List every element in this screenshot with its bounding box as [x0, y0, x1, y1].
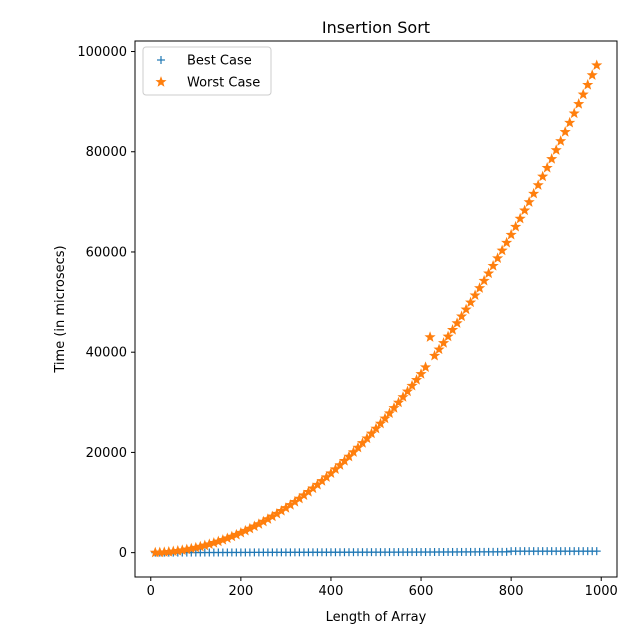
legend-marker: [157, 56, 165, 64]
worst-case-point: [478, 274, 490, 286]
legend-entry-best-case: Best Case: [157, 54, 252, 69]
x-tick-label: 0: [147, 584, 155, 599]
worst-case-point: [433, 343, 445, 355]
x-tick-label: 400: [319, 584, 344, 599]
best-case-point: [592, 547, 601, 556]
worst-case-point: [546, 153, 558, 164]
worst-case-point: [392, 396, 405, 408]
worst-case-point: [410, 374, 423, 385]
y-tick-label: 100000: [77, 45, 127, 60]
plot-frame: [134, 40, 618, 578]
worst-case-point: [559, 126, 571, 137]
worst-case-point: [573, 98, 585, 109]
legend: Best Case Worst Case: [142, 46, 272, 96]
worst-case-point: [541, 161, 553, 173]
worst-case-point: [483, 267, 495, 279]
y-axis-label: Time (in microsecs): [53, 245, 68, 373]
best-case-point: [502, 547, 511, 556]
worst-case-point: [487, 259, 499, 271]
worst-case-point: [447, 324, 459, 335]
legend-label: Best Case: [187, 54, 252, 69]
worst-case-point: [361, 432, 373, 444]
worst-case-point: [577, 88, 589, 100]
worst-case-point: [465, 296, 477, 308]
worst-case-point: [383, 407, 396, 419]
series-worst-case: [149, 59, 603, 558]
worst-case-point: [564, 116, 576, 128]
axis-layer: 0 200 400 600 800 1000 0 20000 40000 60000 80000 10…: [77, 45, 617, 599]
data-layer: [149, 59, 603, 558]
worst-case-point: [505, 228, 517, 240]
y-tick-label: 0: [119, 546, 127, 561]
worst-case-point: [582, 78, 594, 90]
worst-case-point: [456, 310, 468, 322]
worst-case-point: [550, 144, 562, 155]
x-tick-label: 600: [409, 584, 434, 599]
y-tick-label: 80000: [86, 145, 127, 160]
worst-case-point: [586, 69, 598, 80]
chart-title: Insertion Sort: [322, 18, 430, 37]
worst-case-point: [406, 379, 418, 391]
worst-case-point: [523, 196, 535, 207]
worst-case-point: [428, 349, 441, 361]
legend-label: Worst Case: [187, 76, 260, 91]
worst-case-point: [519, 204, 531, 216]
legend-entry-worst-case: Worst Case: [155, 76, 260, 91]
worst-case-point: [401, 385, 414, 397]
worst-case-point: [370, 422, 382, 434]
worst-case-point: [460, 303, 472, 315]
worst-case-point: [568, 107, 580, 119]
y-tick-label: 60000: [86, 245, 127, 260]
x-axis-label: Length of Array: [326, 610, 427, 625]
worst-case-point: [532, 179, 544, 190]
worst-case-point: [388, 402, 400, 413]
legend-marker: [155, 76, 167, 87]
y-tick-label: 40000: [86, 346, 127, 361]
worst-case-point: [514, 212, 526, 224]
worst-case-point: [365, 427, 378, 439]
y-tick-label: 20000: [86, 446, 127, 461]
worst-case-point: [528, 187, 540, 199]
x-tick-label: 200: [228, 584, 253, 599]
worst-case-point: [424, 331, 436, 342]
worst-case-point: [419, 361, 432, 372]
worst-case-point: [492, 252, 504, 263]
worst-case-point: [591, 59, 603, 71]
worst-case-point: [379, 412, 391, 424]
worst-case-point: [501, 236, 513, 248]
worst-case-point: [496, 244, 508, 256]
x-tick-label: 800: [499, 584, 524, 599]
worst-case-point: [555, 135, 567, 146]
worst-case-point: [415, 368, 427, 379]
worst-case-point: [397, 391, 409, 402]
worst-case-point: [356, 437, 369, 448]
worst-case-point: [451, 317, 463, 328]
legend-box: [142, 46, 272, 96]
worst-case-point: [437, 337, 450, 348]
x-tick-label: 1000: [585, 584, 618, 599]
worst-case-point: [374, 417, 387, 429]
worst-case-point: [469, 289, 481, 301]
worst-case-point: [537, 170, 549, 182]
worst-case-point: [510, 220, 522, 232]
worst-case-point: [442, 330, 454, 342]
worst-case-point: [474, 282, 486, 293]
